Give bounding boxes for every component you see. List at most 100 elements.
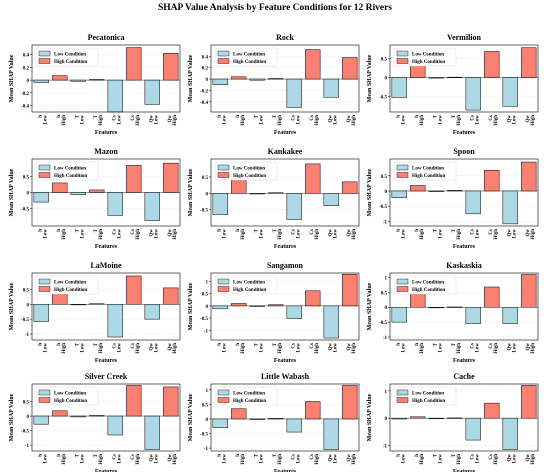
x-tick-label-line: High [531,115,536,126]
plot-frame [389,158,539,227]
x-tick-label: CsLow [112,115,122,125]
x-tick-label-line: High [531,343,536,354]
x-tick-label-line: h [415,343,420,346]
y-tick-label: 0 [206,305,209,310]
x-tick-label-line: Qw [328,343,333,351]
x-tick-label: TLow [75,114,85,124]
legend-swatch-low [217,50,230,57]
y-axis-label: Mean SHAP Value [9,168,15,216]
bar [391,417,407,420]
x-tick-label-line: High [352,229,357,240]
x-tick-label-line: h [57,229,62,232]
x-axis-label: Features [95,130,118,136]
legend-label-low: Low Condition [54,53,86,58]
bar [286,78,302,108]
x-tick-label-line: High [99,115,104,126]
legend-swatch-high [396,286,409,292]
legend-label-high: High Condition [54,399,87,404]
bar [89,79,105,81]
x-tick-label-line: Low [222,454,227,464]
x-tick-label: TLow [433,342,443,352]
y-axis-label: Mean SHAP Value [188,282,194,330]
x-tick-label-line: T [94,453,99,457]
x-axis-label: Features [95,358,118,364]
legend-swatch-high [38,172,51,178]
x-tick-label: CsHigh [489,115,499,126]
y-tick-label: -0.5 [379,205,387,210]
x-tick-label-line: T [433,342,438,346]
x-tick-label-line: Low [43,343,48,353]
x-tick-label-line: High [315,454,320,465]
legend-swatch-low [396,278,409,285]
y-axis-label: Mean SHAP Value [367,168,373,216]
x-tick-label-line: High [457,229,462,240]
x-tick-label: THigh [452,453,462,464]
x-tick-label-line: High [420,343,425,354]
y-tick-label: 0.2 [202,67,209,72]
bar [428,306,444,309]
x-tick-label: QwHigh [347,115,357,126]
x-tick-label: QwLow [507,343,517,353]
bar [428,417,444,420]
y-tick-label: -0.5 [21,430,29,435]
x-tick-label: CsHigh [489,343,499,354]
x-tick-label: QwLow [328,115,338,125]
x-tick-label-line: Low [154,229,159,239]
x-tick-label-line: Low [296,343,301,353]
x-tick-label: hLow [38,343,48,353]
x-tick-label: CsLow [291,454,301,464]
legend-swatch-high [217,286,230,292]
bar [70,415,86,418]
x-tick-label-line: Qw [328,115,333,123]
legend-label-high: High Condition [54,60,87,65]
legend-label-low: Low Condition [412,392,444,397]
x-tick-label: CsHigh [131,229,141,240]
x-tick-label-line: High [173,115,178,126]
legend-label-low: Low Condition [412,167,444,172]
bar [163,162,179,193]
bar [323,418,339,450]
x-tick-label: hHigh [57,343,67,354]
x-tick-label: QwLow [149,454,159,464]
x-tick-label-line: Qw [507,454,512,462]
x-tick-label-line: Cs [489,115,494,121]
bar [163,287,179,305]
x-tick-label-line: High [99,454,104,465]
x-tick-label: CsHigh [310,454,320,465]
bar [126,385,142,417]
x-tick-label: CsLow [112,229,122,239]
bar [286,305,302,319]
x-tick-label-line: Cs [112,454,117,460]
legend-swatch-low [217,164,230,171]
x-tick-label-line: Qw [347,115,352,123]
bar [447,76,463,79]
x-tick-label-line: h [217,115,222,118]
x-tick-label-line: High [62,229,67,240]
x-tick-label: CsHigh [131,454,141,465]
x-tick-label-line: Low [438,229,443,239]
x-tick-label-line: High [352,454,357,465]
legend-swatch-high [38,58,51,64]
x-tick-label-line: T [452,114,457,118]
x-tick-label-line: Low [259,115,264,125]
legend-box [214,161,278,181]
x-tick-label-line: Low [259,229,264,239]
x-tick-label-line: Cs [489,229,494,235]
bar [212,418,228,428]
x-tick-label: hLow [396,115,406,125]
y-tick-label: 0.5 [381,175,388,180]
y-tick-label: 1 [385,390,388,395]
x-tick-label-line: Cs [291,229,296,235]
x-tick-label-line: Low [401,115,406,125]
x-tick-label-line: High [352,343,357,354]
x-tick-label-line: High [278,343,283,354]
x-tick-label-line: Low [438,115,443,125]
plot-frame [389,383,539,452]
bar [89,415,105,417]
x-tick-label-line: Low [333,115,338,125]
x-axis-label: Features [453,469,476,472]
legend-swatch-low [217,389,230,396]
